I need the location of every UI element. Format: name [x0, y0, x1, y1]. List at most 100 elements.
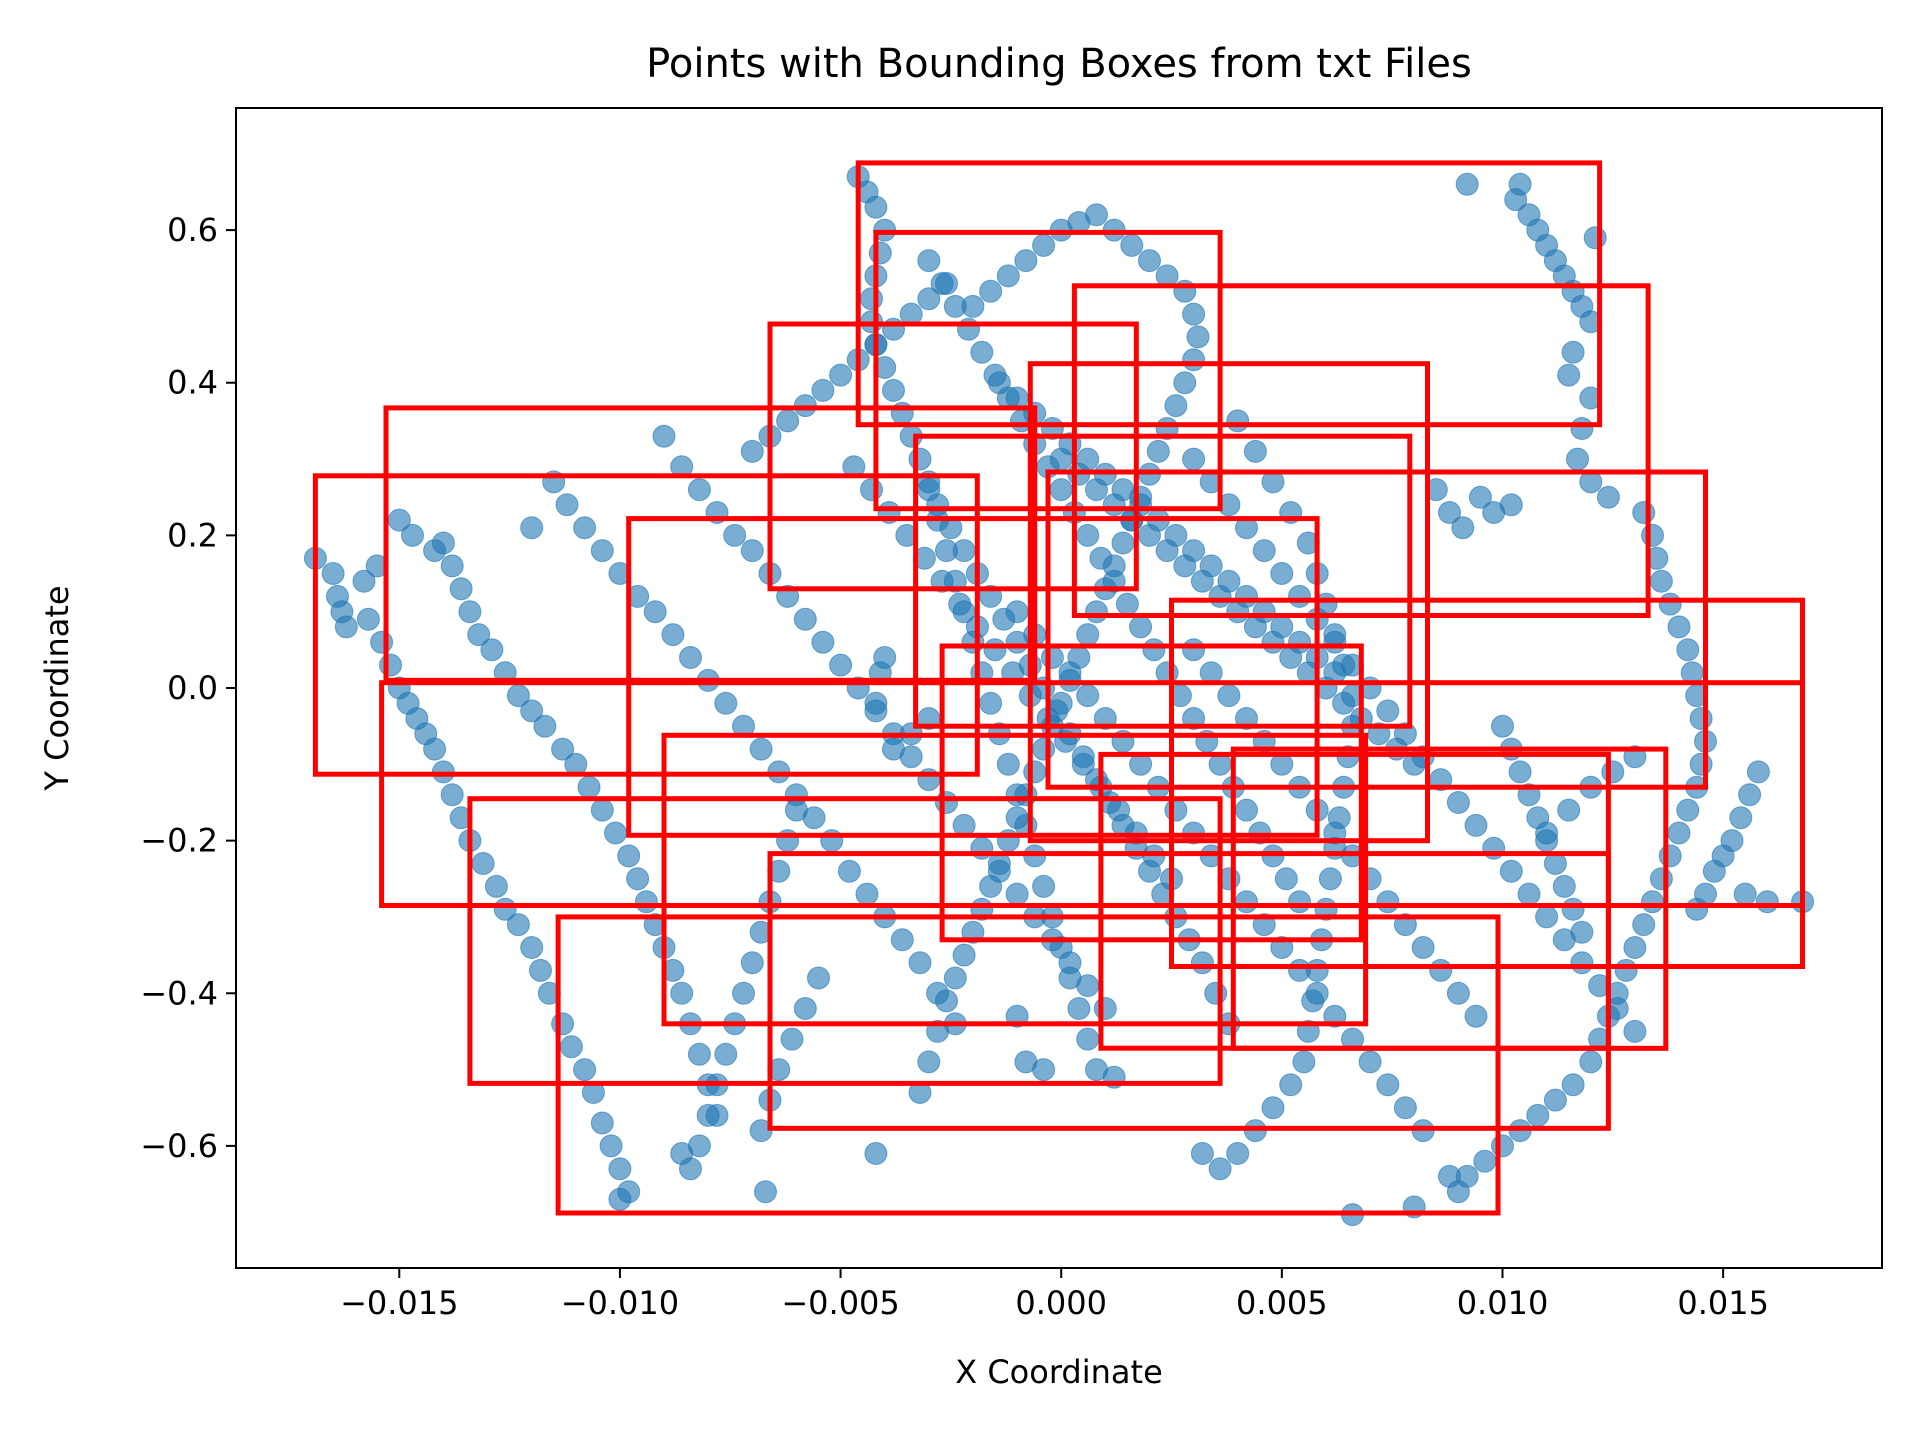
- data-point: [935, 791, 958, 814]
- data-point: [1164, 798, 1188, 822]
- data-point: [784, 798, 808, 822]
- data-point: [908, 951, 932, 975]
- y-tick-label: 0.0: [167, 669, 218, 707]
- data-point: [930, 272, 954, 295]
- bounding-box: [855, 160, 1603, 428]
- data-point: [1032, 874, 1056, 898]
- data-point: [864, 1142, 888, 1165]
- data-point: [1535, 821, 1559, 845]
- data-point: [793, 607, 817, 631]
- data-point: [1093, 997, 1117, 1020]
- data-point: [577, 775, 601, 799]
- data-point: [1601, 760, 1625, 784]
- data-point: [1517, 882, 1541, 906]
- bounding-box: [767, 321, 1139, 592]
- data-point: [1111, 531, 1135, 555]
- data-point: [1173, 371, 1197, 395]
- data-point: [687, 1042, 711, 1066]
- data-point: [987, 371, 1011, 395]
- data-point: [1755, 890, 1779, 914]
- data-point: [449, 577, 473, 601]
- data-point: [1111, 478, 1135, 502]
- data-point: [868, 241, 892, 265]
- x-tick-label: 0.005: [1236, 1284, 1328, 1322]
- data-point: [533, 714, 557, 738]
- data-point: [754, 1180, 777, 1204]
- data-point: [1058, 966, 1082, 990]
- data-point: [555, 493, 579, 517]
- data-point: [1076, 523, 1100, 547]
- data-point: [573, 1058, 597, 1082]
- data-point: [1190, 951, 1214, 975]
- bounding-boxes: [312, 160, 1806, 1216]
- data-point: [608, 1157, 632, 1181]
- data-point: [1689, 707, 1713, 730]
- data-point: [1623, 1019, 1647, 1043]
- data-point: [935, 989, 958, 1013]
- data-point: [1438, 501, 1461, 524]
- data-point: [1685, 897, 1709, 921]
- data-point: [837, 859, 861, 883]
- y-tick-label: −0.6: [140, 1127, 218, 1165]
- data-point: [1455, 172, 1479, 196]
- data-point: [379, 653, 402, 677]
- data-point: [1451, 516, 1475, 540]
- data-point: [1491, 714, 1514, 738]
- data-point: [1274, 867, 1298, 891]
- bounding-box: [467, 796, 1223, 1086]
- data-point: [401, 523, 424, 547]
- data-point: [1252, 539, 1276, 563]
- data-point: [1199, 554, 1223, 578]
- data-point: [1526, 1103, 1550, 1127]
- data-point: [1738, 783, 1762, 807]
- data-point: [740, 439, 764, 463]
- data-point: [1579, 1050, 1603, 1074]
- data-point: [1032, 737, 1056, 761]
- data-point: [1076, 1027, 1100, 1051]
- data-point: [1746, 760, 1770, 784]
- data-point: [855, 882, 879, 906]
- data-point: [979, 691, 1003, 715]
- data-point: [520, 516, 544, 540]
- data-point: [935, 539, 958, 563]
- data-point: [608, 1187, 632, 1211]
- data-point: [1667, 615, 1691, 639]
- data-point: [996, 264, 1020, 288]
- data-point: [643, 600, 667, 624]
- bounding-box: [626, 516, 1320, 838]
- data-point: [529, 958, 552, 982]
- x-axis-ticks: −0.015 −0.010 −0.005 0.000 0.005 0.010 0.015: [340, 1268, 1769, 1322]
- data-point: [1186, 325, 1210, 349]
- data-point: [1107, 798, 1131, 822]
- data-point: [1508, 760, 1532, 784]
- data-point: [1049, 478, 1073, 502]
- data-point: [1676, 798, 1700, 822]
- data-point: [723, 523, 747, 547]
- data-point: [917, 287, 941, 311]
- data-point: [520, 936, 544, 959]
- bounding-box: [555, 914, 1501, 1216]
- data-point: [1146, 439, 1170, 463]
- data-point: [356, 607, 380, 631]
- data-point: [1226, 1142, 1250, 1165]
- data-point: [1552, 874, 1576, 898]
- data-point: [1076, 447, 1100, 471]
- data-point: [882, 737, 905, 761]
- data-point: [952, 943, 976, 967]
- data-point: [1014, 1050, 1038, 1074]
- data-point: [979, 874, 1003, 898]
- y-axis-label: Y Coordinate: [38, 585, 76, 791]
- bounding-box: [939, 643, 1364, 943]
- data-point: [617, 844, 641, 868]
- data-point: [1561, 340, 1585, 364]
- data-point: [440, 554, 464, 578]
- data-point: [1164, 394, 1188, 418]
- data-point: [1318, 867, 1342, 891]
- data-point: [626, 867, 650, 891]
- data-point: [1040, 646, 1064, 669]
- data-point: [1288, 958, 1311, 982]
- data-point: [1332, 691, 1356, 715]
- data-point: [551, 737, 575, 761]
- data-point: [961, 294, 985, 318]
- data-point: [458, 600, 482, 624]
